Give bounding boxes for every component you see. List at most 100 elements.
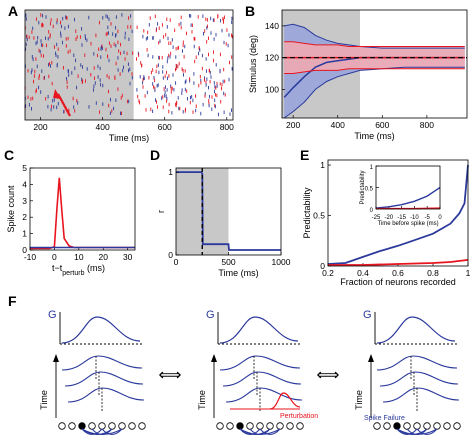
synapse-arc xyxy=(91,428,113,435)
inset-y-label: Predictability xyxy=(360,170,366,204)
neuron-node xyxy=(216,422,224,430)
upper-blue xyxy=(284,23,465,49)
time-label: Time xyxy=(39,390,49,410)
y-tick-label: 1 xyxy=(22,229,27,239)
x-label-sub: perturb xyxy=(62,270,84,277)
x-tick-label: 200 xyxy=(33,122,47,132)
neuron-node xyxy=(286,422,294,430)
neuron-node xyxy=(128,422,136,430)
x-tick-label: 1 xyxy=(466,268,471,278)
synapse-arc xyxy=(249,428,271,435)
neuron-node xyxy=(118,422,126,430)
y-tick-label: 5 xyxy=(22,163,27,173)
neuron-trace xyxy=(379,371,459,387)
line-blue xyxy=(176,171,281,251)
x-tick-label: 400 xyxy=(96,122,110,132)
y-axis-label: r xyxy=(156,210,166,213)
correlation-panel: 0 500 1000 0 1 Time (ms) r xyxy=(156,167,291,278)
x-tick-label: -5 xyxy=(425,215,431,221)
active-neuron xyxy=(78,422,86,430)
neuron-node xyxy=(413,422,421,430)
perturbation-arrow-head xyxy=(53,89,62,99)
neuron-node xyxy=(373,422,381,430)
inset-line-blue xyxy=(375,186,441,209)
neuron-node xyxy=(443,422,451,430)
synapse-arc xyxy=(259,428,281,435)
x-axis-label: Time (ms) xyxy=(354,131,394,141)
x-tick-label: 1000 xyxy=(272,257,291,267)
g-curve xyxy=(376,316,456,344)
x-tick-label: 0 xyxy=(52,252,57,262)
y-axis-label: Predictability xyxy=(302,187,312,239)
x-tick-label: 800 xyxy=(220,122,234,132)
y-tick-label: 0.5 xyxy=(365,187,374,193)
x-tick-label: 20 xyxy=(99,252,109,262)
g-curve xyxy=(219,316,299,344)
x-label-unit: (ms) xyxy=(84,263,105,273)
axes-frame xyxy=(327,159,469,267)
g-curve xyxy=(61,316,141,344)
synapse-arc xyxy=(101,428,123,435)
x-tick-label: 800 xyxy=(420,120,434,130)
g-label: G xyxy=(363,309,372,321)
lower-red xyxy=(284,68,465,74)
axes-frame xyxy=(24,9,234,121)
upper-red xyxy=(284,41,465,47)
neuron-trace xyxy=(376,355,458,371)
line-red xyxy=(328,259,469,266)
neuron-node xyxy=(383,422,391,430)
axes-frame xyxy=(29,167,136,251)
x-tick-label: 0.2 xyxy=(322,268,334,278)
time-label: Time xyxy=(197,390,207,410)
neuron-node xyxy=(453,422,461,430)
g-label: G xyxy=(48,309,57,321)
neuron-node xyxy=(138,422,146,430)
neuron-node xyxy=(58,422,66,430)
x-tick-label: -10 xyxy=(24,252,37,262)
neuron-node xyxy=(256,422,264,430)
x-tick-label: 500 xyxy=(221,257,235,267)
double-arrow-icon: ⟺ xyxy=(159,367,182,384)
schematic-column: G Time xyxy=(39,309,146,435)
active-neuron xyxy=(236,422,244,430)
y-tick-label: 0 xyxy=(168,250,173,260)
x-tick-label: 30 xyxy=(123,252,133,262)
x-axis-label: Fraction of neurons recorded xyxy=(340,277,456,287)
x-tick-label: 10 xyxy=(74,252,84,262)
neuron-node xyxy=(68,422,76,430)
panel-label-e: E xyxy=(300,147,309,163)
x-tick-label: -10 xyxy=(410,215,419,221)
double-arrow-icon: ⟺ xyxy=(317,367,340,384)
schematic-column: G Time Perturbation xyxy=(197,309,318,435)
neuron-node xyxy=(266,422,274,430)
neuron-node xyxy=(226,422,234,430)
x-tick-label: -15 xyxy=(397,215,406,221)
y-tick-label: 120 xyxy=(265,53,279,63)
predictability-panel: 0.2 0.4 0.6 0.8 1 0 0.5 1 Fraction of neurons re… xyxy=(302,159,471,287)
neuron-node xyxy=(433,422,441,430)
x-axis-label: t−tperturb (ms) xyxy=(52,263,105,277)
lower-blue xyxy=(283,66,465,119)
neuron-node xyxy=(88,422,96,430)
inset-background xyxy=(376,166,440,209)
x-axis-label: Time (ms) xyxy=(218,268,258,278)
g-label: G xyxy=(206,309,215,321)
y-axis-label: Spike count xyxy=(6,185,16,233)
panel-label-f: F xyxy=(8,293,17,309)
y-tick-label: 140 xyxy=(265,21,279,31)
x-tick-label: 0.4 xyxy=(357,268,369,278)
time-label: Time xyxy=(354,390,364,410)
x-tick-label: 600 xyxy=(375,120,389,130)
neuron-trace xyxy=(222,371,302,387)
panel-label-b: B xyxy=(245,3,255,19)
y-tick-label: 1 xyxy=(168,167,173,177)
synapse-arc xyxy=(406,428,428,435)
y-tick-label: 100 xyxy=(265,84,279,94)
panel-label-c: C xyxy=(4,147,14,163)
neuron-node xyxy=(423,422,431,430)
raster-panel: 200 400 600 800 Time (ms) xyxy=(24,9,234,143)
x-tick-label: -20 xyxy=(384,215,393,221)
